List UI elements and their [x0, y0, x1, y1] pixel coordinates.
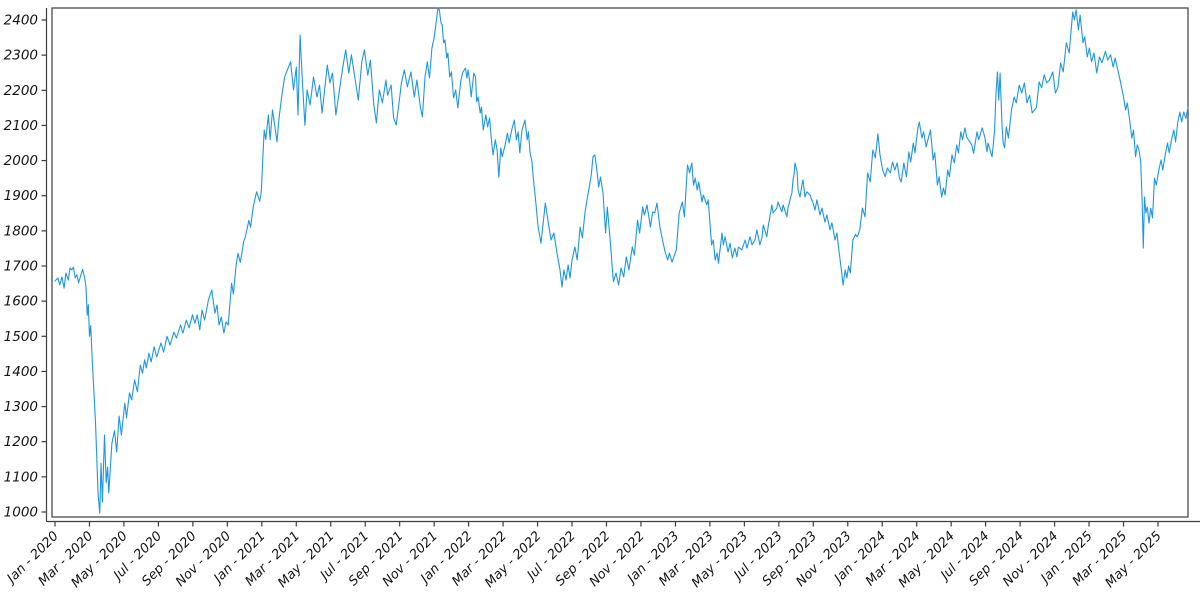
y-tick-label: 1300	[4, 399, 38, 415]
y-tick-label: 2300	[4, 48, 38, 64]
y-tick-label: 1800	[4, 223, 38, 239]
price-series-line	[54, 7, 1189, 514]
y-tick-label: 1900	[4, 188, 38, 204]
y-tick-label: 1700	[4, 259, 38, 275]
y-tick-label: 1500	[4, 329, 38, 345]
plot-frame	[51, 7, 1189, 518]
y-tick-label: 2400	[4, 13, 38, 29]
y-tick-label: 2100	[4, 118, 38, 134]
y-tick-label: 2000	[4, 153, 38, 169]
y-tick-label: 1600	[4, 294, 38, 310]
y-tick-label: 2200	[4, 83, 38, 99]
y-tick-label: 1400	[4, 364, 38, 380]
y-tick-label: 1100	[4, 469, 38, 485]
y-tick-label: 1200	[4, 434, 38, 450]
y-tick-label: 1000	[4, 505, 38, 521]
